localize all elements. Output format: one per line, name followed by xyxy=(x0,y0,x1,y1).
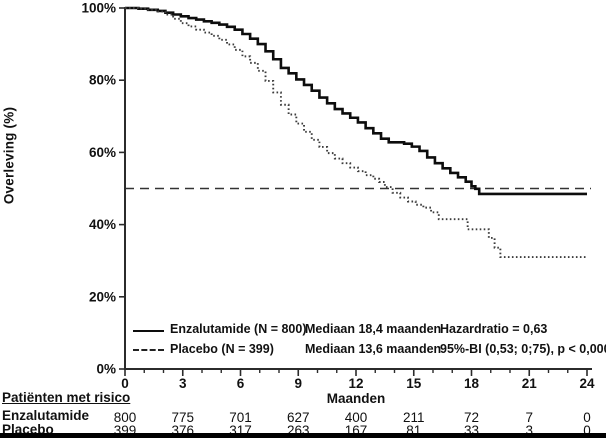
legend-median-placebo: Mediaan 13,6 maanden xyxy=(305,342,442,356)
risk-count: 72 xyxy=(463,410,480,425)
x-axis-title: Maanden xyxy=(326,391,386,406)
risk-row-label-enzalutamide: Enzalutamide xyxy=(2,408,90,423)
x-tick-label: 18 xyxy=(464,376,480,391)
risk-count: 701 xyxy=(229,410,252,425)
figure-bottom-rule xyxy=(0,433,606,438)
y-tick-label: 40% xyxy=(89,217,116,232)
risk-count: 7 xyxy=(525,410,533,425)
y-tick-label: 100% xyxy=(81,1,116,16)
x-tick-label: 15 xyxy=(406,376,422,391)
legend-solid-line-sample xyxy=(133,330,164,332)
legend-confidence-interval: 95%-BI (0,53; 0;75), p < 0,0001 xyxy=(440,342,606,356)
risk-table-title: Patiënten met risico xyxy=(2,390,131,405)
x-tick-label: 6 xyxy=(237,376,245,391)
x-tick-label: 12 xyxy=(348,376,363,391)
legend-dashed-line-sample xyxy=(133,349,164,351)
y-tick-label: 80% xyxy=(89,73,116,88)
risk-count: 400 xyxy=(344,410,368,425)
risk-count: 775 xyxy=(171,410,195,425)
series-curve-enzalutamide xyxy=(125,6,587,196)
x-tick-label: 9 xyxy=(294,376,302,391)
y-tick-label: 20% xyxy=(89,289,116,304)
risk-count: 627 xyxy=(286,410,310,425)
legend-label-enzalutamide: Enzalutamide (N = 800) xyxy=(170,322,307,336)
y-tick-label: 60% xyxy=(89,145,116,160)
legend-median-enzalutamide: Mediaan 18,4 maanden xyxy=(305,322,442,336)
risk-count: 3 xyxy=(525,423,533,438)
series-curve-placebo xyxy=(125,7,587,259)
risk-count: 211 xyxy=(402,410,425,425)
y-tick-label: 0% xyxy=(96,362,116,377)
risk-count: 0 xyxy=(583,410,591,425)
x-tick-label: 3 xyxy=(179,376,187,391)
x-tick-label: 24 xyxy=(579,376,595,391)
risk-count: 0 xyxy=(583,423,591,438)
legend-hazard-ratio: Hazardratio = 0,63 xyxy=(440,322,548,336)
risk-count: 800 xyxy=(113,410,137,425)
x-tick-label: 21 xyxy=(522,376,538,391)
x-tick-label: 0 xyxy=(121,376,129,391)
legend-label-placebo: Placebo (N = 399) xyxy=(170,342,274,356)
y-axis-title: Overleving (%) xyxy=(1,106,17,205)
